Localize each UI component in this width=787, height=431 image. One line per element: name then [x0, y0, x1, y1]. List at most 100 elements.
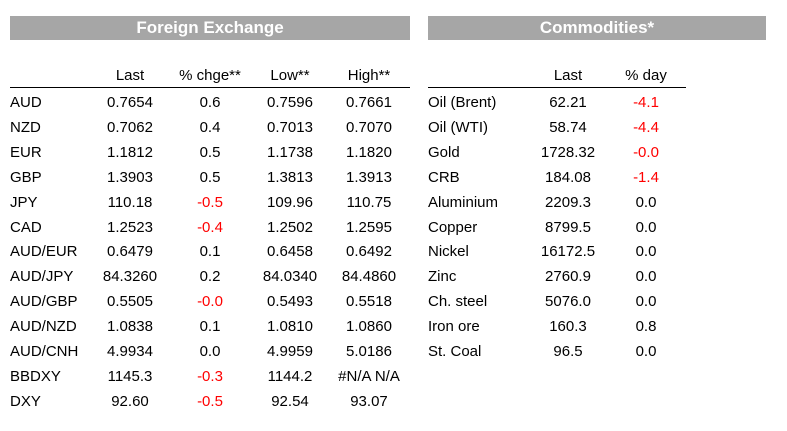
commodity-row-last: 2209.3: [545, 193, 591, 211]
fx-row-name: EUR: [10, 143, 42, 161]
fx-row-name: JPY: [10, 193, 38, 211]
commodity-row-last: 16172.5: [540, 243, 596, 261]
commodity-row-day-change: -0.0: [633, 143, 659, 161]
fx-row-change: -0.3: [197, 367, 223, 385]
fx-row-low: 109.96: [267, 193, 313, 211]
fx-row-change: 0.5: [199, 168, 221, 186]
fx-row-last: 1.3903: [107, 168, 153, 186]
fx-header-change: % chge**: [179, 67, 241, 84]
fx-row-last: 1145.3: [107, 367, 153, 385]
fx-row-low: 0.6458: [267, 243, 313, 261]
commodity-row-day-change: 0.0: [635, 293, 657, 311]
commodity-row-day-change: 0.0: [635, 193, 657, 211]
fx-header-low: Low**: [270, 67, 310, 84]
fx-row-name: NZD: [10, 118, 41, 136]
commodity-row-day-change: 0.8: [635, 318, 657, 336]
commodity-row-last: 2760.9: [545, 268, 591, 286]
fx-row-name: AUD: [10, 94, 42, 111]
commodity-row-last: 184.08: [545, 168, 591, 186]
commodity-row-name: Gold: [428, 143, 460, 161]
fx-row-change: 0.4: [199, 118, 221, 136]
commodity-row-day-change: -4.1: [633, 94, 659, 111]
fx-row-high: 93.07: [350, 392, 388, 410]
fx-row-low: 1.3813: [267, 168, 313, 186]
fx-row-low: 1.1738: [267, 143, 313, 161]
fx-row-high: 0.7661: [346, 94, 392, 111]
fx-row-high: 1.1820: [346, 143, 392, 161]
commodity-row-day-change: 0.0: [635, 268, 657, 286]
fx-row-last: 0.5505: [107, 293, 153, 311]
fx-row-name: CAD: [10, 218, 42, 236]
commodity-row-name: Copper: [428, 218, 478, 236]
fx-row-high: 84.4860: [341, 268, 397, 286]
fx-row-change: -0.5: [197, 193, 223, 211]
fx-row-low: 1144.2: [267, 367, 313, 385]
fx-row-last: 0.7062: [107, 118, 153, 136]
fx-row-high: 1.3913: [346, 168, 392, 186]
commodity-row-day-change: -1.4: [633, 168, 659, 186]
fx-row-name: AUD/JPY: [10, 268, 74, 286]
fx-row-high: 5.0186: [346, 343, 392, 360]
fx-row-high: 1.2595: [346, 218, 392, 236]
commodity-row-last: 1728.32: [540, 143, 596, 161]
fx-row-low: 84.0340: [262, 268, 318, 286]
commodities-title: Commodities*: [428, 16, 766, 40]
fx-row-last: 0.6479: [107, 243, 153, 261]
fx-row-name: AUD/EUR: [10, 243, 78, 261]
fx-row-last: 4.9934: [107, 343, 153, 360]
fx-row-low: 0.5493: [267, 293, 313, 311]
fx-row-high: 1.0860: [346, 318, 392, 336]
commodity-row-last: 8799.5: [545, 218, 591, 236]
fx-row-change: -0.4: [197, 218, 223, 236]
fx-row-high: 0.5518: [346, 293, 392, 311]
commodity-row-name: St. Coal: [428, 343, 482, 360]
commodity-row-last: 5076.0: [545, 293, 591, 311]
commodity-row-name: Nickel: [428, 243, 469, 261]
fx-row-last: 84.3260: [102, 268, 158, 286]
fx-row-high: 110.75: [346, 193, 392, 211]
commodity-row-name: Ch. steel: [428, 293, 488, 311]
commodity-row-name: Aluminium: [428, 193, 499, 211]
commodity-row-name: Oil (WTI): [428, 118, 488, 136]
commodities-header-last: Last: [553, 67, 583, 84]
commodity-row-name: CRB: [428, 168, 460, 186]
fx-header-divider: [10, 87, 410, 88]
commodities-header-divider: [428, 87, 686, 88]
commodity-row-day-change: 0.0: [635, 218, 657, 236]
commodity-row-day-change: 0.0: [635, 243, 657, 261]
commodity-row-last: 160.3: [549, 318, 587, 336]
fx-row-low: 1.2502: [267, 218, 313, 236]
fx-row-last: 92.60: [111, 392, 149, 410]
commodity-row-name: Iron ore: [428, 318, 480, 336]
fx-row-name: AUD/CNH: [10, 343, 79, 360]
commodity-row-last: 58.74: [549, 118, 587, 136]
commodities-header-day-change: % day: [625, 67, 667, 84]
commodity-row-day-change: -4.4: [633, 118, 659, 136]
fx-row-high: 0.7070: [346, 118, 392, 136]
fx-row-change: 0.6: [199, 94, 221, 111]
commodity-row-last: 62.21: [549, 94, 587, 111]
fx-row-last: 110.18: [107, 193, 153, 211]
fx-row-name: AUD/NZD: [10, 318, 77, 336]
commodity-row-name: Oil (Brent): [428, 94, 497, 111]
fx-row-change: 0.1: [199, 318, 221, 336]
fx-header-high: High**: [347, 67, 391, 84]
fx-row-change: 0.5: [199, 143, 221, 161]
fx-row-high: #N/A N/A: [338, 367, 400, 385]
fx-row-low: 0.7013: [267, 118, 313, 136]
fx-row-change: -0.5: [197, 392, 223, 410]
fx-row-low: 0.7596: [267, 94, 313, 111]
commodity-row-name: Zinc: [428, 268, 457, 286]
fx-row-last: 1.0838: [107, 318, 153, 336]
commodity-row-last: 96.5: [553, 343, 583, 360]
commodity-row-day-change: 0.0: [635, 343, 657, 360]
fx-row-high: 0.6492: [346, 243, 392, 261]
fx-row-low: 92.54: [271, 392, 309, 410]
fx-row-last: 1.1812: [107, 143, 153, 161]
fx-row-last: 0.7654: [107, 94, 153, 111]
fx-row-change: 0.1: [199, 243, 221, 261]
fx-row-last: 1.2523: [107, 218, 153, 236]
fx-row-change: -0.0: [197, 293, 223, 311]
fx-row-low: 1.0810: [267, 318, 313, 336]
fx-row-name: DXY: [10, 392, 41, 410]
